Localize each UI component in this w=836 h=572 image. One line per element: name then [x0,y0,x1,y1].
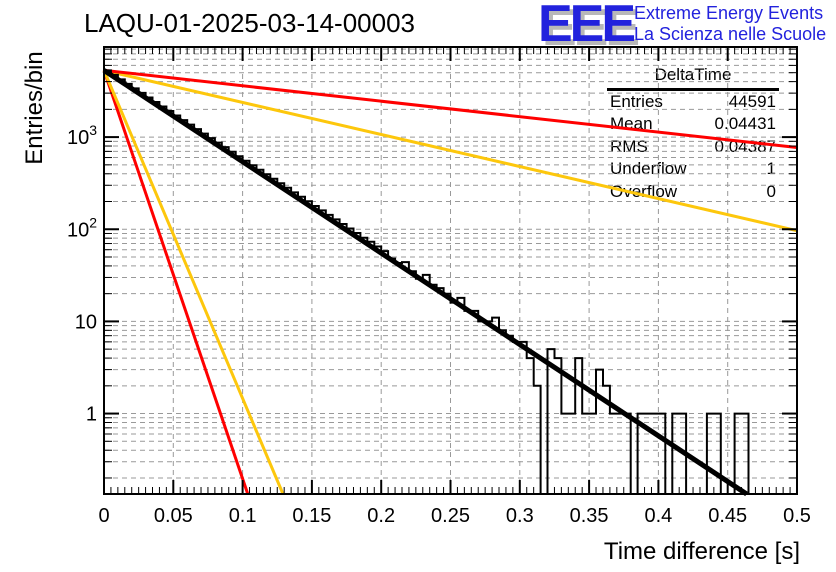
stats-row-overflow: Overflow 0 [607,181,779,203]
stats-label: Overflow [610,181,678,201]
y-tick-label: 10 [75,311,97,333]
stats-row-underflow: Underflow 1 [607,158,779,180]
x-tick-label: 0.15 [292,505,331,527]
x-tick-label: 0.4 [644,505,672,527]
x-tick-label: 0.35 [570,505,609,527]
x-tick-label: 0.45 [708,505,747,527]
stats-value: 0.04431 [714,114,776,134]
eee-logo-text: Extreme Energy Events La Scienza nelle S… [634,3,826,45]
stats-label: Underflow [610,159,687,179]
stats-value: 0.04387 [714,136,776,156]
y-tick-label: 103 [67,122,97,149]
stats-label: Entries [610,92,663,111]
x-tick-label: 0.2 [367,505,395,527]
x-tick-label: 0.1 [229,505,257,527]
y-tick-label: 1 [86,404,97,426]
x-tick-label: 0.5 [783,505,811,527]
x-tick-label: 0.05 [154,505,193,527]
eee-logo-acronym: EEE [538,0,636,53]
stats-value: 0 [766,181,776,201]
stats-box: DeltaTime Entries 44591 Mean 0.04431 RMS… [607,64,779,203]
y-tick-label: 102 [67,214,97,241]
stats-box-title: DeltaTime [607,64,779,91]
stats-row-mean: Mean 0.04431 [607,113,779,135]
x-tick-label: 0.3 [506,505,534,527]
y-axis-title: Entries/bin [21,51,48,165]
stats-label: RMS [610,136,648,156]
stats-label: Mean [610,114,653,134]
plot-title: LAQU-01-2025-03-14-00003 [84,8,415,38]
eee-logo-line2: La Scienza nelle Scuole [634,24,827,44]
x-tick-label: 0 [98,505,109,527]
stats-value: 44591 [728,92,776,111]
x-tick-label: 0.25 [431,505,470,527]
x-axis-title: Time difference [s] [603,538,800,565]
stats-value: 1 [766,159,776,179]
reference-red-steep [102,69,250,495]
eee-logo-line1: Extreme Energy Events [634,3,824,23]
stats-row-entries: Entries 44591 [607,91,779,113]
reference-yellow-steep [102,69,285,495]
stats-row-rms: RMS 0.04387 [607,136,779,158]
